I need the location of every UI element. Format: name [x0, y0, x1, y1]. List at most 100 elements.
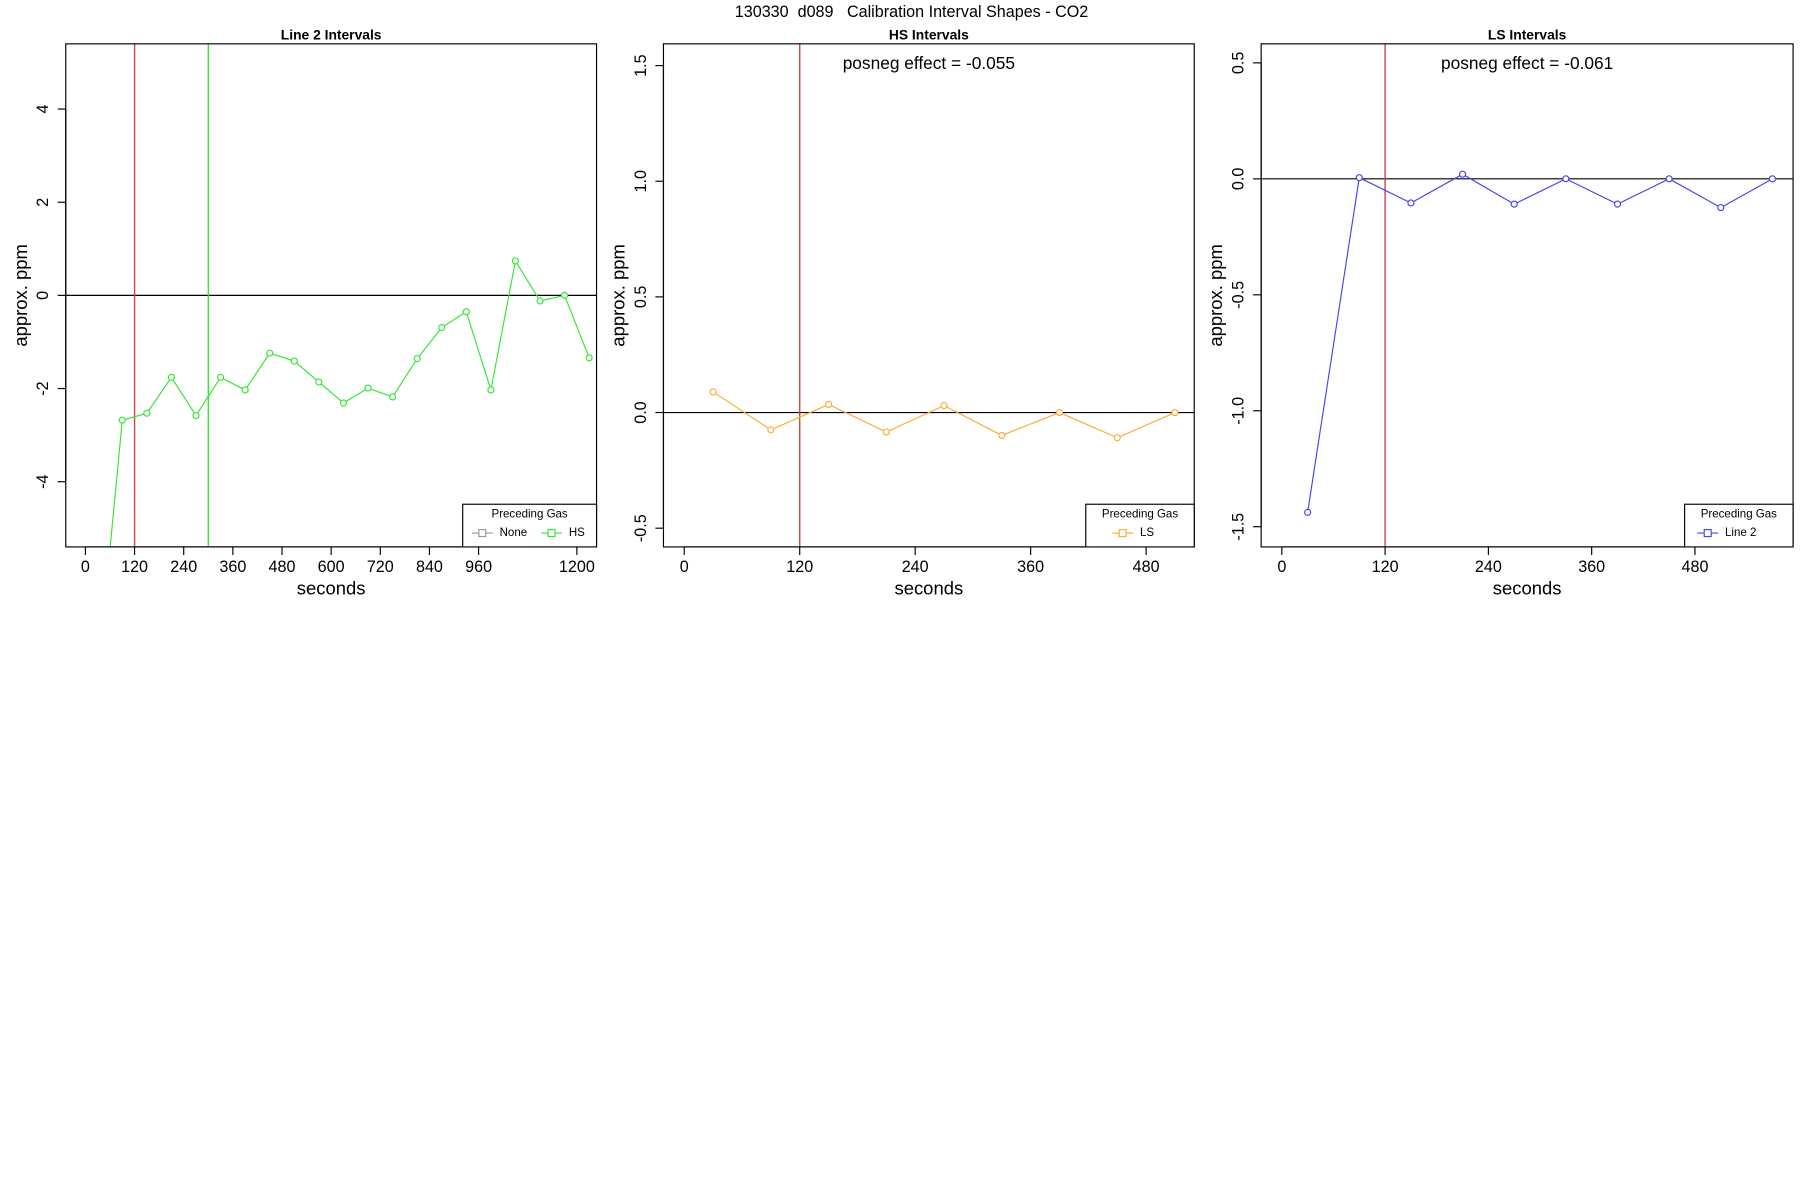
- y-tick-label: 1.5: [632, 54, 650, 76]
- legend-title: Preceding Gas: [492, 509, 568, 521]
- plot-area: [1261, 43, 1794, 547]
- y-axis-label: approx. ppm: [1205, 244, 1226, 347]
- data-point: [1304, 508, 1312, 516]
- panel-title: LS Intervals: [1488, 26, 1567, 42]
- x-tick-label: 720: [367, 558, 394, 576]
- legend: Preceding Gas None HS: [462, 503, 598, 548]
- data-point: [940, 402, 948, 410]
- y-tick-label: 0.0: [1229, 168, 1247, 190]
- legend: Preceding Gas Line 2: [1684, 503, 1794, 548]
- data-point: [315, 378, 323, 386]
- legend-box: [462, 503, 598, 548]
- data-point: [1717, 204, 1725, 212]
- y-axis-label: approx. ppm: [10, 244, 31, 347]
- panel-title: Line 2 Intervals: [281, 26, 382, 42]
- legend-label: LS: [1140, 527, 1154, 539]
- y-tick-label: 4: [34, 105, 52, 114]
- y-tick-label: 0: [34, 291, 52, 300]
- x-tick-label: 480: [1133, 558, 1160, 576]
- legend-marker: [478, 529, 487, 538]
- data-point: [1407, 199, 1415, 207]
- data-point: [216, 373, 225, 381]
- x-tick-label: 240: [170, 558, 197, 576]
- y-tick-label: -0.5: [632, 514, 650, 542]
- data-point: [1171, 408, 1179, 417]
- x-tick-label: 120: [121, 558, 148, 576]
- panel: LS Intervals 0 120 240 360 480 -1.5 -1.0 -0.5 0.0…: [1205, 26, 1794, 598]
- data-point: [1510, 200, 1518, 208]
- data-point: [241, 386, 249, 394]
- legend: Preceding Gas LS: [1085, 503, 1195, 548]
- panel: HS Intervals 0 120 240 360 480 -0.5 0.0 0.5 1.0 1.…: [607, 26, 1195, 598]
- series-line: [712, 391, 1176, 439]
- legend-label: Line 2: [1725, 527, 1756, 539]
- legend-title: Preceding Gas: [1701, 509, 1777, 521]
- plot-frame: [662, 43, 1195, 548]
- data-point: [767, 426, 775, 434]
- y-tick-label: -0.5: [1229, 281, 1247, 309]
- legend-marker: [547, 529, 556, 538]
- data-point: [266, 349, 274, 357]
- plot-area: [65, 43, 597, 680]
- data-point: [192, 411, 200, 420]
- data-point: [1665, 175, 1673, 183]
- legend-title: Preceding Gas: [1102, 509, 1178, 521]
- x-tick-label: 360: [219, 558, 246, 576]
- x-tick-label: 0: [1277, 558, 1286, 576]
- data-point: [143, 409, 151, 417]
- data-point: [1055, 408, 1064, 417]
- data-point: [389, 393, 397, 401]
- data-point: [413, 355, 421, 363]
- x-tick-label: 1200: [559, 558, 595, 576]
- data-point: [511, 257, 520, 265]
- x-tick-label: 0: [680, 558, 689, 576]
- data-point: [462, 308, 470, 316]
- data-point: [1768, 175, 1776, 183]
- legend-label: HS: [569, 527, 585, 539]
- series-line: [109, 259, 590, 547]
- data-point: [95, 674, 101, 680]
- series-line: [1307, 173, 1773, 513]
- x-tick-label: 480: [269, 558, 296, 576]
- y-tick-label: -2: [34, 381, 52, 395]
- data-point: [1113, 434, 1121, 442]
- data-point: [1613, 200, 1622, 208]
- x-tick-label: 120: [1372, 558, 1399, 576]
- x-tick-label: 240: [902, 558, 929, 576]
- data-point: [364, 384, 372, 392]
- plot-area: [663, 43, 1195, 547]
- data-point: [536, 297, 544, 305]
- data-point: [438, 323, 446, 332]
- y-tick-label: -1.5: [1229, 513, 1247, 541]
- legend-marker: [1118, 529, 1127, 538]
- x-tick-label: 480: [1681, 558, 1708, 576]
- x-axis-label: seconds: [894, 577, 963, 598]
- data-point: [825, 400, 833, 409]
- x-tick-label: 840: [416, 558, 443, 576]
- data-point: [1355, 174, 1363, 182]
- data-point: [561, 291, 569, 299]
- data-point: [167, 373, 176, 381]
- data-point: [1458, 170, 1467, 178]
- plot-frame: [65, 43, 598, 548]
- data-point: [709, 388, 717, 396]
- data-point: [118, 416, 126, 424]
- x-tick-label: 120: [786, 558, 813, 576]
- y-axis-label: approx. ppm: [607, 244, 628, 347]
- y-tick-label: 0.5: [1229, 52, 1247, 74]
- y-tick-label: -4: [34, 475, 52, 489]
- y-tick-label: 1.0: [632, 170, 650, 192]
- legend-label: None: [500, 527, 528, 539]
- x-axis-label: seconds: [1493, 577, 1562, 598]
- data-point: [882, 428, 890, 436]
- x-tick-label: 600: [318, 558, 345, 576]
- page-title: 130330 d089 Calibration Interval Shapes …: [735, 3, 1089, 21]
- panel-title: HS Intervals: [889, 26, 969, 42]
- data-point: [290, 357, 298, 365]
- data-point: [585, 354, 593, 362]
- plot-frame: [1260, 43, 1794, 548]
- y-tick-label: 0.5: [632, 286, 650, 308]
- legend-box: [1684, 503, 1794, 548]
